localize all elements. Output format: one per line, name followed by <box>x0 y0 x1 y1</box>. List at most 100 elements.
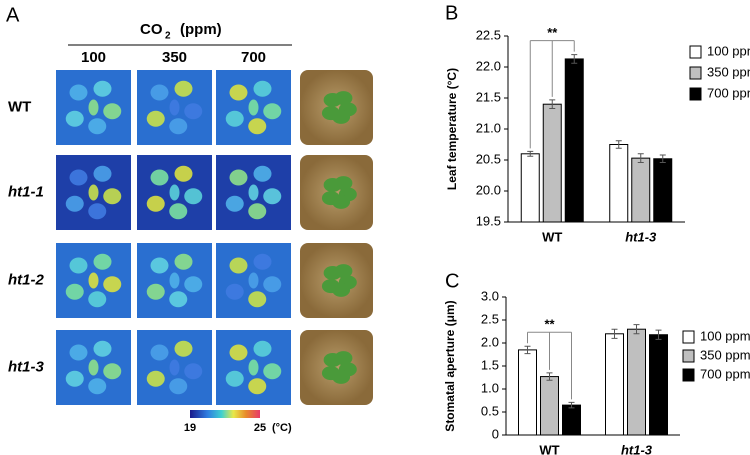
leaf-blob <box>103 276 122 293</box>
leaf-blob <box>184 103 203 120</box>
leaf-blob <box>169 203 188 220</box>
x-tick-label: ht1-3 <box>621 442 653 455</box>
legend-swatch <box>682 349 695 363</box>
bar <box>649 334 668 436</box>
leaf-blob <box>93 340 112 357</box>
legend-swatch <box>689 87 702 101</box>
y-tick-label: 0.5 <box>481 403 499 418</box>
bar <box>562 404 581 436</box>
legend-label: 100 ppm <box>700 328 750 343</box>
bar <box>540 376 559 436</box>
legend-label: 350 ppm <box>700 347 750 362</box>
plant-photo <box>300 155 373 230</box>
leaf-blob <box>93 80 112 97</box>
leaf-blob <box>93 253 112 270</box>
error-bar <box>611 328 618 339</box>
bar <box>518 349 537 436</box>
y-axis-label: Leaf temperature (°C) <box>445 68 459 190</box>
leaf-blob <box>248 99 259 116</box>
leaf-blob <box>253 340 272 357</box>
colorbar <box>190 410 260 418</box>
significance-bracket <box>527 331 572 400</box>
y-tick-label: 2.0 <box>481 334 499 349</box>
error-bar <box>546 372 553 381</box>
error-bar <box>655 329 662 340</box>
leaf-blob <box>65 370 84 387</box>
leaf-blob <box>150 257 169 274</box>
leaf-blob <box>184 363 203 380</box>
error-bar <box>637 153 644 163</box>
column-header: 100 <box>81 49 106 66</box>
y-tick-label: 0 <box>492 426 499 441</box>
error-bar <box>527 150 534 157</box>
leaf-blob <box>69 84 88 101</box>
row-label: ht1-2 <box>8 271 44 288</box>
leaf-blob <box>248 291 267 308</box>
leaf-blob <box>184 188 203 205</box>
leaf-blob <box>248 359 259 376</box>
y-tick-label: 20.5 <box>476 151 501 166</box>
leaf-blob <box>93 165 112 182</box>
leaf-blob <box>65 110 84 127</box>
leaf-blob <box>65 283 84 300</box>
co2-unit: (ppm) <box>180 21 222 38</box>
error-bar <box>549 99 556 110</box>
leaf-blob <box>146 110 165 127</box>
y-tick-label: 1.0 <box>481 380 499 395</box>
leaf-blob <box>263 276 282 293</box>
leaf-blob <box>184 276 203 293</box>
leaf-blob <box>263 188 282 205</box>
y-tick-label: 19.5 <box>476 213 501 228</box>
legend-label: 700 ppm <box>700 366 750 381</box>
y-tick-label: 3.0 <box>481 288 499 303</box>
leaf-blob <box>225 370 244 387</box>
legend-swatch <box>689 45 702 59</box>
bar <box>631 157 651 223</box>
leaf-blob <box>146 283 165 300</box>
leaf-blob <box>174 340 193 357</box>
leaf-blob <box>146 195 165 212</box>
co2-label: CO <box>140 21 163 38</box>
leaf-blob <box>229 257 248 274</box>
leaf-blob <box>169 291 188 308</box>
row-label: ht1-1 <box>8 183 44 200</box>
leaf-blob <box>88 291 107 308</box>
leaf-blob <box>248 118 267 135</box>
leaf-blob <box>88 203 107 220</box>
y-tick-label: 21.0 <box>476 120 501 135</box>
leaf-blob <box>263 103 282 120</box>
y-axis-label: Stomatal aperture (μm) <box>443 300 457 431</box>
colorbar-min: 19 <box>184 422 196 434</box>
bar <box>627 328 646 436</box>
leaf-blob <box>103 188 122 205</box>
error-bar <box>633 324 640 335</box>
bar <box>653 158 673 223</box>
leaf-blob <box>169 184 180 201</box>
leaf-blob <box>69 257 88 274</box>
leaf-blob <box>169 272 180 289</box>
bar <box>605 333 624 436</box>
bar <box>520 153 540 223</box>
legend-label: 350 ppm <box>707 64 750 79</box>
legend-label: 700 ppm <box>707 85 750 100</box>
bar <box>609 144 629 223</box>
leaf-blob <box>229 344 248 361</box>
significance-bracket <box>529 40 575 149</box>
leaf-blob <box>88 99 99 116</box>
x-tick-label: ht1-3 <box>625 229 657 244</box>
leaf-blob <box>248 184 259 201</box>
leaf-blob <box>88 272 99 289</box>
y-tick-label: 2.5 <box>481 311 499 326</box>
photo-leaf <box>321 279 340 294</box>
error-bar <box>659 154 666 163</box>
photo-leaf <box>334 351 353 366</box>
leaf-blob <box>229 84 248 101</box>
leaf-blob <box>146 370 165 387</box>
leaf-blob <box>69 169 88 186</box>
panel-label: B <box>445 2 458 24</box>
leaf-blob <box>253 80 272 97</box>
leaf-blob <box>103 103 122 120</box>
photo-leaf <box>321 106 340 121</box>
leaf-blob <box>253 253 272 270</box>
photo-leaf <box>334 91 353 106</box>
